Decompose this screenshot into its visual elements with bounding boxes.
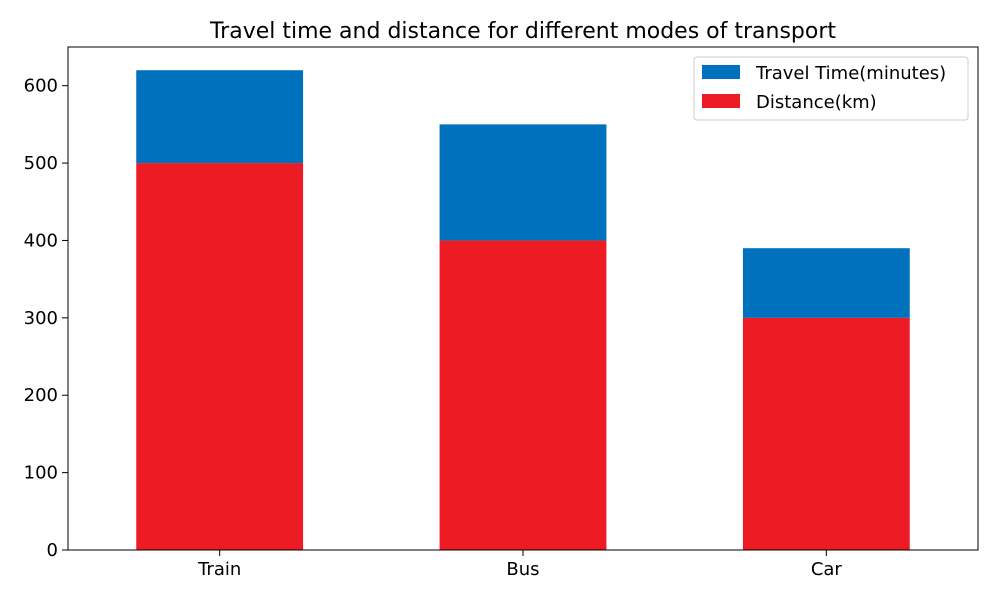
x-axis: Train Bus Car [197, 550, 842, 580]
legend-label-distance: Distance(km) [756, 92, 877, 113]
y-tick-label: 200 [24, 385, 58, 406]
y-tick-label: 0 [47, 540, 58, 561]
bar-bus-distance [439, 240, 607, 550]
y-axis: 0 100 200 300 400 500 600 [24, 76, 68, 561]
bar-bus-travel-time [439, 124, 607, 241]
y-tick-label: 100 [24, 463, 58, 484]
y-tick-label: 600 [24, 76, 58, 97]
x-tick-label: Car [811, 559, 843, 580]
x-tick-label: Train [197, 559, 241, 580]
bar-car-distance [742, 317, 910, 550]
bar-train-distance [136, 163, 304, 550]
legend-swatch-distance [702, 94, 740, 108]
legend: Travel Time(minutes) Distance(km) [693, 56, 969, 121]
legend-box [693, 56, 969, 121]
bar-train-travel-time [136, 70, 304, 164]
y-tick-label: 400 [24, 230, 58, 251]
y-tick-label: 300 [24, 308, 58, 329]
bar-car-travel-time [742, 248, 910, 318]
chart-title: Travel time and distance for different m… [209, 19, 836, 44]
y-tick-label: 500 [24, 153, 58, 174]
legend-swatch-travel-time [702, 65, 740, 79]
bars-group [136, 70, 910, 550]
x-tick-label: Bus [506, 559, 539, 580]
legend-label-travel-time: Travel Time(minutes) [755, 63, 946, 84]
